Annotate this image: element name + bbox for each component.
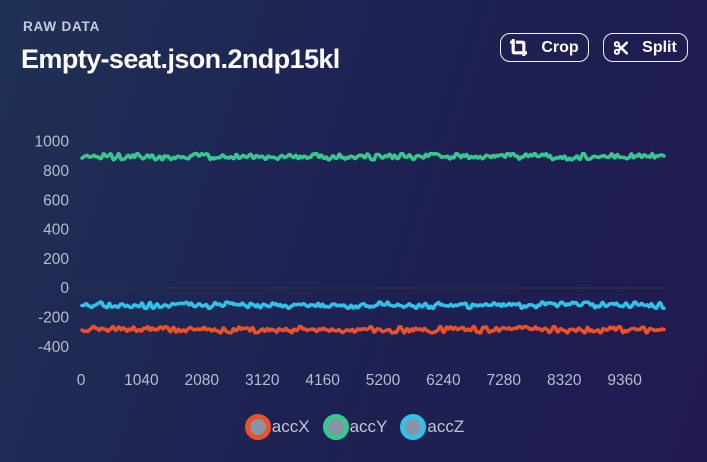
svg-text:0: 0 xyxy=(60,280,69,297)
svg-text:2080: 2080 xyxy=(185,372,220,389)
svg-text:5200: 5200 xyxy=(366,372,401,389)
svg-text:-200: -200 xyxy=(38,310,69,327)
svg-text:7280: 7280 xyxy=(487,372,522,389)
svg-text:3120: 3120 xyxy=(245,372,280,389)
svg-text:600: 600 xyxy=(43,192,69,209)
svg-text:6240: 6240 xyxy=(426,372,461,389)
svg-text:800: 800 xyxy=(43,163,69,180)
svg-text:-400: -400 xyxy=(38,339,69,356)
svg-text:9360: 9360 xyxy=(607,372,642,389)
svg-text:0: 0 xyxy=(77,372,86,389)
svg-text:1040: 1040 xyxy=(124,372,159,389)
svg-text:4160: 4160 xyxy=(305,372,340,389)
svg-text:200: 200 xyxy=(43,251,69,268)
svg-text:8320: 8320 xyxy=(547,372,582,389)
svg-text:1000: 1000 xyxy=(35,134,70,151)
svg-text:400: 400 xyxy=(43,222,69,239)
